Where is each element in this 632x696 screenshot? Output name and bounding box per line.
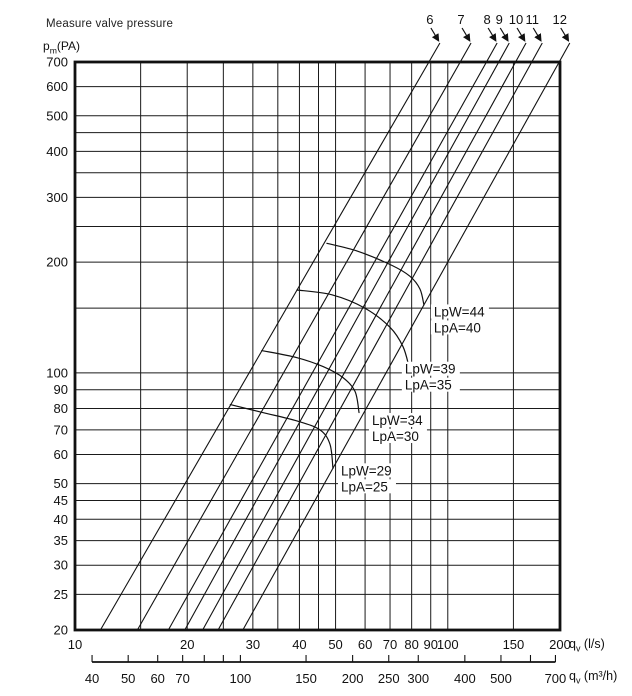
noise-curve-label-lpa-1: LpA=40 (434, 320, 481, 335)
tick-label-x2-150: 150 (295, 671, 317, 686)
valve-line-6 (99, 42, 441, 631)
tick-label-y-20: 20 (54, 623, 68, 638)
tick-label-x2-100: 100 (230, 671, 252, 686)
x2-unit-rest: (m³/h) (580, 669, 618, 683)
tick-label-x-20: 20 (180, 637, 194, 652)
tick-label-x-10: 10 (68, 637, 82, 652)
tick-label-x2-500: 500 (490, 671, 512, 686)
tick-label-x-40: 40 (292, 637, 306, 652)
valve-line-label-8: 8 (484, 12, 491, 27)
noise-curve-label-lpa-4: LpA=25 (341, 479, 388, 494)
tick-label-x2-40: 40 (85, 671, 99, 686)
tick-label-y-80: 80 (54, 401, 68, 416)
noise-label-mask (430, 304, 489, 319)
tick-label-y-35: 35 (54, 533, 68, 548)
plot-border (73, 60, 562, 632)
x1-unit-base: q (569, 637, 576, 651)
tick-label-y-25: 25 (54, 587, 68, 602)
tick-label-y-70: 70 (54, 422, 68, 437)
noise-curve-label-lpw-3: LpW=34 (372, 413, 423, 428)
tick-label-y-500: 500 (46, 108, 68, 123)
y-axis-unit-label: pm(PA) (43, 39, 80, 55)
tick-label-x-100: 100 (437, 637, 459, 652)
x1-unit-sub: v (575, 643, 581, 654)
tick-label-y-60: 60 (54, 447, 68, 462)
valve-line-arrow-8 (487, 27, 497, 42)
tick-label-y-700: 700 (46, 55, 68, 70)
x2-unit-base: q (569, 669, 576, 683)
valve-line-label-9: 9 (496, 12, 503, 27)
noise-curve-label-lpa-3: LpA=30 (372, 429, 419, 444)
chart-title: Measure valve pressure (46, 18, 174, 30)
tick-label-y-90: 90 (54, 382, 68, 397)
tick-label-x-200: 200 (549, 637, 571, 652)
noise-label-mask (368, 428, 427, 443)
y-unit-rest: (PA) (56, 39, 80, 53)
noise-label-mask (401, 377, 460, 392)
noise-curve-label-lpa-2: LpA=35 (405, 378, 452, 393)
tick-label-x2-50: 50 (121, 671, 135, 686)
valve-line-arrow-10 (516, 27, 526, 42)
tick-label-y-200: 200 (46, 255, 68, 270)
noise-curve-label-lpw-2: LpW=39 (405, 362, 456, 377)
tick-label-x-80: 80 (404, 637, 418, 652)
tick-label-x2-700: 700 (545, 671, 567, 686)
valve-line-arrow-6 (430, 27, 440, 42)
y-unit-base: p (43, 39, 50, 53)
valve-line-11 (217, 42, 543, 631)
x2-unit-sub: v (575, 675, 581, 686)
valve-line-7 (136, 42, 472, 631)
tick-label-y-40: 40 (54, 512, 68, 527)
tick-label-x2-300: 300 (407, 671, 429, 686)
valve-line-label-7: 7 (457, 12, 464, 27)
noise-label-mask (337, 463, 396, 478)
tick-label-x2-70: 70 (175, 671, 189, 686)
valve-line-10 (202, 42, 527, 631)
noise-curve-label-lpw-4: LpW=29 (341, 463, 392, 478)
tick-label-x-90: 90 (423, 637, 437, 652)
noise-curve-3 (261, 349, 360, 414)
tick-label-x2-200: 200 (342, 671, 364, 686)
noise-label-mask (368, 412, 427, 427)
valve-line-arrow-7 (461, 27, 471, 42)
noise-curve-label-lpw-1: LpW=44 (434, 304, 485, 319)
tick-label-x2-250: 250 (378, 671, 400, 686)
tick-label-y-45: 45 (54, 493, 68, 508)
tick-label-x-60: 60 (358, 637, 372, 652)
tick-label-y-50: 50 (54, 476, 68, 491)
noise-label-mask (430, 320, 489, 335)
tick-label-x2-400: 400 (454, 671, 476, 686)
valve-line-label-6: 6 (426, 12, 433, 27)
valve-line-arrow-11 (532, 27, 542, 42)
noise-curve-4 (229, 403, 334, 469)
tick-label-y-600: 600 (46, 79, 68, 94)
tick-label-y-300: 300 (46, 190, 68, 205)
valve-line-12 (242, 42, 571, 631)
valve-line-arrow-12 (560, 27, 570, 42)
noise-curve-2 (296, 289, 410, 368)
valve-line-arrow-9 (499, 27, 509, 42)
tick-label-x-70: 70 (383, 637, 397, 652)
x-axis-primary-unit-label: qv (l/s) (569, 637, 605, 654)
tick-label-x-50: 50 (328, 637, 342, 652)
tick-label-x2-60: 60 (150, 671, 164, 686)
tick-label-y-100: 100 (46, 365, 68, 380)
noise-curve-1 (326, 242, 425, 306)
valve-line-9 (184, 42, 510, 631)
x-axis-secondary-unit-label: qv (m³/h) (569, 669, 617, 686)
tick-label-y-400: 400 (46, 144, 68, 159)
noise-label-mask (401, 361, 460, 376)
valve-line-label-11: 11 (526, 12, 540, 27)
tick-label-x-150: 150 (503, 637, 525, 652)
tick-label-x-30: 30 (246, 637, 260, 652)
tick-label-y-30: 30 (54, 558, 68, 573)
valve-line-label-12: 12 (553, 12, 567, 27)
valve-line-label-10: 10 (509, 12, 523, 27)
y-unit-sub: m (49, 45, 57, 56)
valve-line-8 (167, 42, 498, 631)
noise-label-mask (337, 479, 396, 494)
x1-unit-rest: (l/s) (580, 637, 605, 651)
